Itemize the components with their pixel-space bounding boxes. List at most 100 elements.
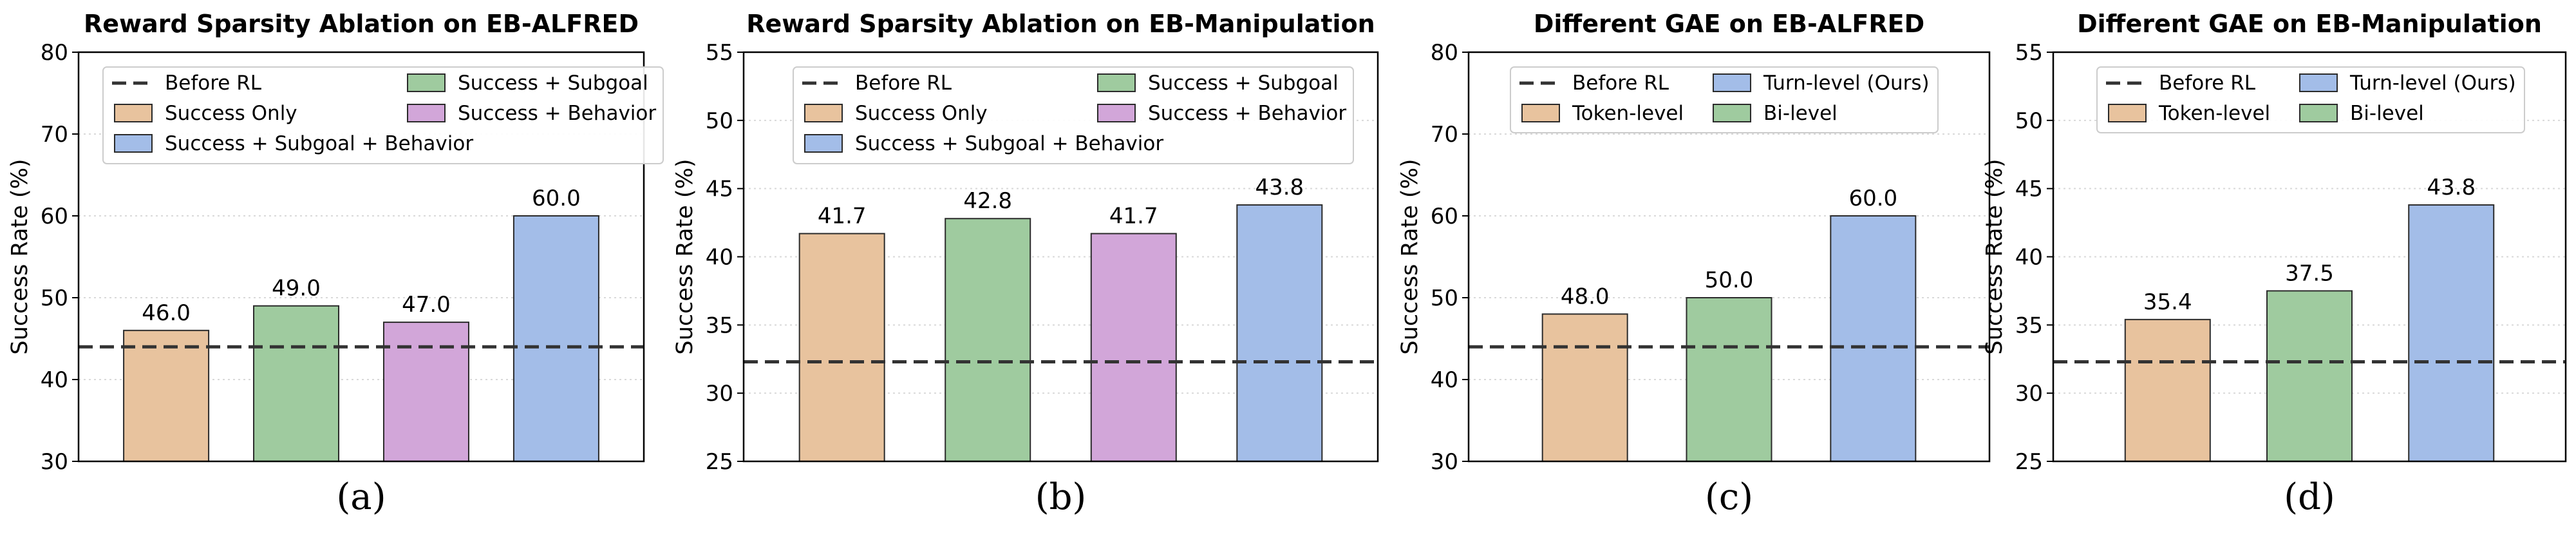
y-tick-label: 45 xyxy=(706,177,733,202)
chart-title: Different GAE on EB-Manipulation xyxy=(2077,10,2542,38)
panel-caption: (d) xyxy=(2284,476,2335,518)
legend: Before RL Turn-level (Ours) Token-level Bi-… xyxy=(1510,66,1939,133)
legend-label: Success + Behavior xyxy=(458,102,656,125)
y-tick-label: 60 xyxy=(1431,204,1458,229)
y-tick-label: 50 xyxy=(2015,108,2043,134)
legend-swatch xyxy=(2299,73,2338,92)
legend-label: Success Only xyxy=(855,102,988,125)
y-tick-label: 80 xyxy=(41,40,68,66)
chart-title: Reward Sparsity Ablation on EB-ALFRED xyxy=(84,10,639,38)
legend-box xyxy=(102,66,664,164)
bar-2 xyxy=(2266,290,2353,462)
panel-caption: (c) xyxy=(1705,476,1753,518)
y-tick-label: 40 xyxy=(41,367,68,393)
bar-value-label: 60.0 xyxy=(532,186,581,211)
legend-swatch xyxy=(407,104,446,122)
legend-swatch xyxy=(1521,104,1560,122)
y-tick-label: 70 xyxy=(1431,122,1458,148)
legend-box xyxy=(2096,66,2525,133)
bar-4 xyxy=(1236,204,1323,462)
legend-swatch xyxy=(1713,73,1751,92)
y-tick-label: 30 xyxy=(2015,381,2043,407)
y-axis-label: Success Rate (%) xyxy=(1982,159,2007,355)
bar-value-label: 43.8 xyxy=(1255,175,1304,200)
chart-panel-3: Different GAE on EB-ALFRED 30 40 50 60 70 80 Su… xyxy=(1397,10,1991,518)
legend: Before RL Success + Subgoal Success Only Su… xyxy=(793,66,1354,164)
y-tick-label: 25 xyxy=(706,449,733,475)
y-tick-label: 45 xyxy=(2015,177,2043,202)
y-tick-label: 80 xyxy=(1431,40,1458,66)
chart-title: Different GAE on EB-ALFRED xyxy=(1534,10,1924,38)
bar-1 xyxy=(123,329,210,462)
legend-swatch xyxy=(1713,104,1751,122)
panel-caption: (b) xyxy=(1035,476,1087,518)
y-tick-label: 50 xyxy=(706,108,733,134)
y-tick-label: 35 xyxy=(2015,313,2043,338)
bar-value-label: 43.8 xyxy=(2427,175,2476,200)
y-axis-label: Success Rate (%) xyxy=(7,159,33,355)
chart-title: Reward Sparsity Ablation on EB-Manipulat… xyxy=(746,10,1375,38)
legend-label: Success Only xyxy=(165,102,297,125)
y-tick-label: 40 xyxy=(706,245,733,271)
bar-value-label: 41.7 xyxy=(818,204,867,229)
bar-1 xyxy=(2124,318,2211,462)
bar-value-label: 35.4 xyxy=(2143,289,2192,315)
bar-3 xyxy=(1830,215,1917,462)
bar-value-label: 60.0 xyxy=(1848,186,1897,211)
bar-value-label: 41.7 xyxy=(1109,204,1158,229)
legend-label: Success + Behavior xyxy=(1148,102,1346,125)
plot-frame xyxy=(77,51,645,463)
plot-frame xyxy=(742,51,1379,463)
bar-value-label: 48.0 xyxy=(1561,284,1610,309)
y-tick-label: 60 xyxy=(41,204,68,229)
legend-swatch xyxy=(407,73,446,92)
y-tick-label: 35 xyxy=(706,313,733,338)
legend-label: Token-level xyxy=(2158,102,2270,125)
chart-panel-1: Reward Sparsity Ablation on EB-ALFRED 30 4… xyxy=(7,10,664,518)
legend-label: Success + Subgoal + Behavior xyxy=(165,132,473,155)
y-tick-label: 30 xyxy=(1431,449,1458,475)
y-tick-label: 40 xyxy=(1431,367,1458,393)
y-axis-label: Success Rate (%) xyxy=(672,159,698,355)
chart-panel-4: Different GAE on EB-Manipulation 25 30 35 40… xyxy=(1982,10,2567,518)
bar-2 xyxy=(253,305,340,463)
legend-label: Turn-level (Ours) xyxy=(1763,72,1930,95)
y-tick-label: 40 xyxy=(2015,245,2043,271)
bar-3 xyxy=(2408,204,2495,462)
bar-value-label: 49.0 xyxy=(272,276,321,302)
legend-swatch xyxy=(2108,104,2147,122)
y-tick-label: 30 xyxy=(706,381,733,407)
bar-2 xyxy=(945,218,1031,462)
legend: Before RL Turn-level (Ours) Token-level Bi-… xyxy=(2096,66,2525,133)
legend-label: Before RL xyxy=(1572,72,1669,95)
y-tick-label: 30 xyxy=(41,449,68,475)
legend-swatch xyxy=(804,104,843,122)
y-tick-label: 55 xyxy=(2015,40,2043,66)
legend: Before RL Success + Subgoal Success Only Su… xyxy=(102,66,664,164)
bar-value-label: 42.8 xyxy=(963,188,1012,214)
legend-box xyxy=(1510,66,1939,133)
legend-swatch xyxy=(114,134,153,153)
y-tick-label: 55 xyxy=(706,40,733,66)
legend-label: Before RL xyxy=(855,72,952,95)
y-tick-label: 50 xyxy=(1431,285,1458,311)
y-tick-label: 50 xyxy=(41,285,68,311)
legend-swatch xyxy=(114,104,153,122)
legend-label: Bi-level xyxy=(2350,102,2424,125)
legend-swatch xyxy=(1097,104,1136,122)
bar-value-label: 47.0 xyxy=(402,292,451,318)
plot-frame xyxy=(1467,51,1991,463)
legend-label: Success + Subgoal xyxy=(1148,72,1339,95)
bar-value-label: 37.5 xyxy=(2285,260,2334,286)
y-axis-label: Success Rate (%) xyxy=(1397,159,1423,355)
plot-frame xyxy=(2052,51,2567,463)
legend-label: Before RL xyxy=(165,72,262,95)
legend-label: Bi-level xyxy=(1763,102,1838,125)
bar-2 xyxy=(1686,297,1772,462)
bar-1 xyxy=(798,233,885,462)
legend-label: Turn-level (Ours) xyxy=(2349,72,2516,95)
legend-swatch xyxy=(2299,104,2338,122)
bar-3 xyxy=(382,322,469,462)
legend-label: Success + Subgoal xyxy=(458,72,648,95)
